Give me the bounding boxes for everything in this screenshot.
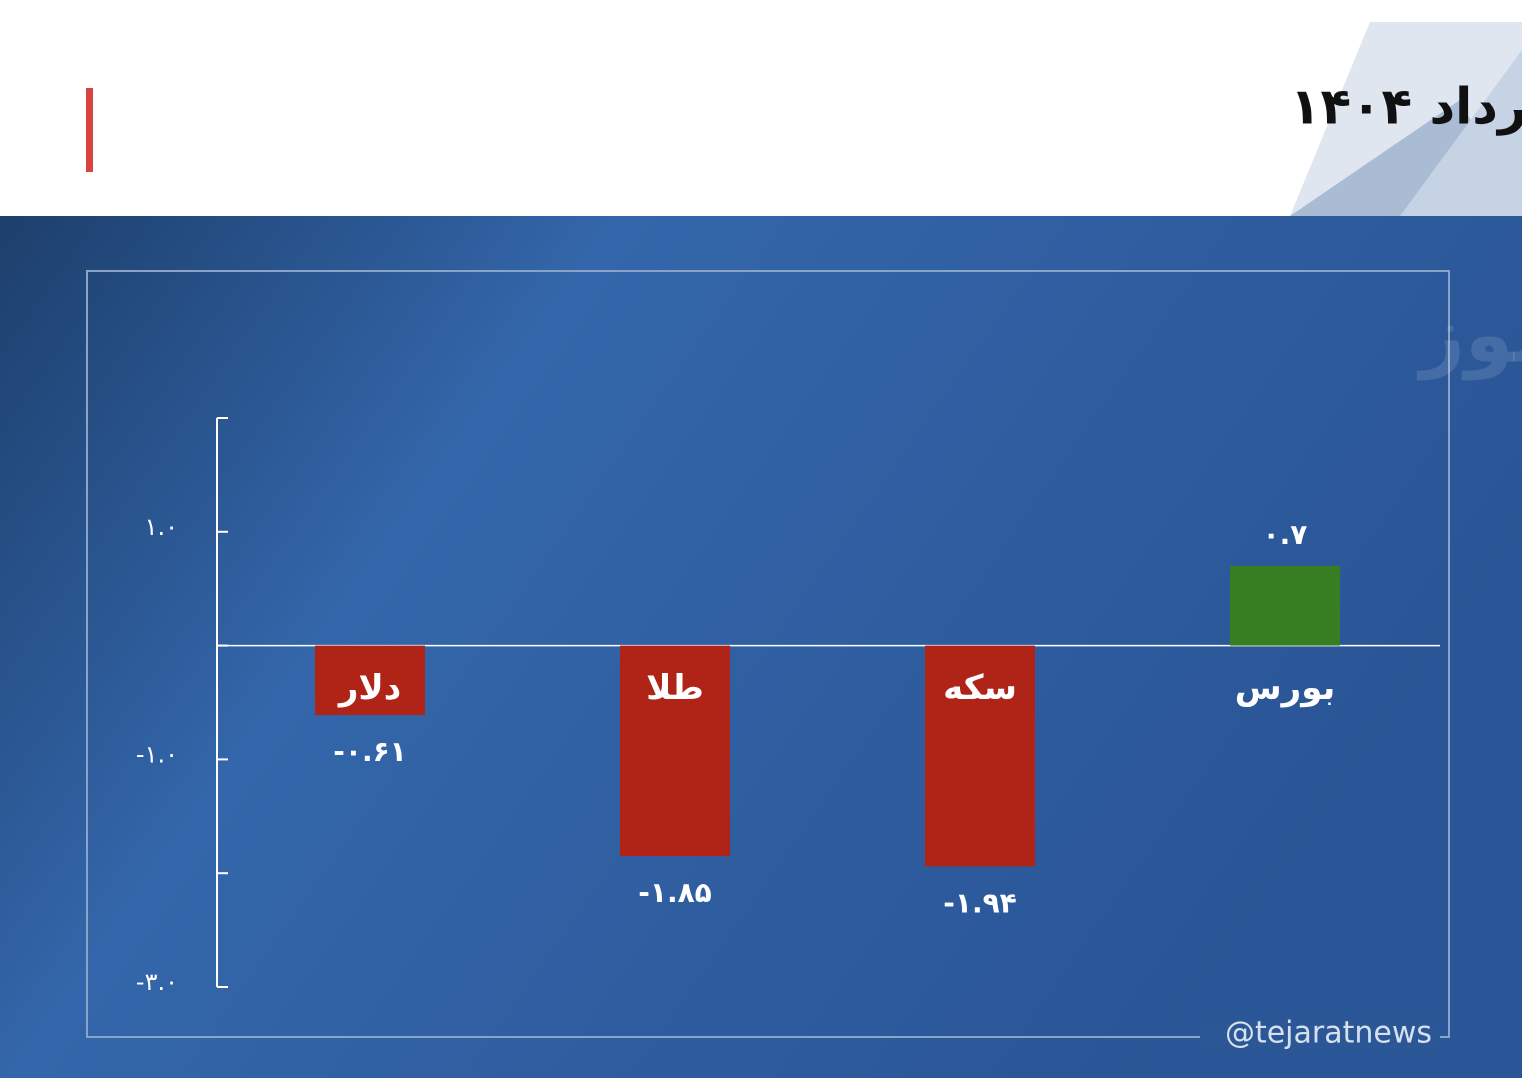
value-label: -۱.۸۵ [638, 876, 712, 909]
bar [1230, 565, 1340, 646]
frame [86, 270, 1450, 1038]
category-label: دلار [337, 668, 401, 708]
value-label: -۰.۶۱ [333, 735, 407, 768]
footer-handle: @tejaratnews [1225, 1016, 1432, 1051]
y-tick-label: ۱.۰ [145, 513, 178, 541]
y-tick-label: -۳.۰ [136, 968, 178, 996]
bar [315, 645, 425, 716]
value-label: -۱.۹۴ [943, 886, 1017, 919]
decor [1400, 50, 1522, 216]
bar [925, 645, 1035, 867]
value-label: ۰.۷ [1263, 518, 1308, 551]
y-tick-label: -۱.۰ [136, 740, 178, 768]
plot: ۱.۰ -۱.۰ -۳.۰ دلار -۰.۶۱ طلا -۱.۸۵ سکه -۱.۹۴ بورس… [136, 417, 1440, 996]
watermark: تجارت نیوز [1416, 290, 1522, 380]
header-bg [0, 0, 1522, 216]
bar [620, 645, 730, 857]
chart-title: بازدهی بازارها در هفته اول خرداد ۱۴۰۴ [1290, 78, 1522, 137]
accent-bar [86, 88, 93, 172]
category-label: طلا [646, 668, 704, 708]
category-label: سکه [943, 668, 1017, 708]
footer-bg [1200, 1020, 1440, 1050]
chart-bg [0, 216, 1522, 1078]
category-label: بورس [1235, 668, 1336, 708]
